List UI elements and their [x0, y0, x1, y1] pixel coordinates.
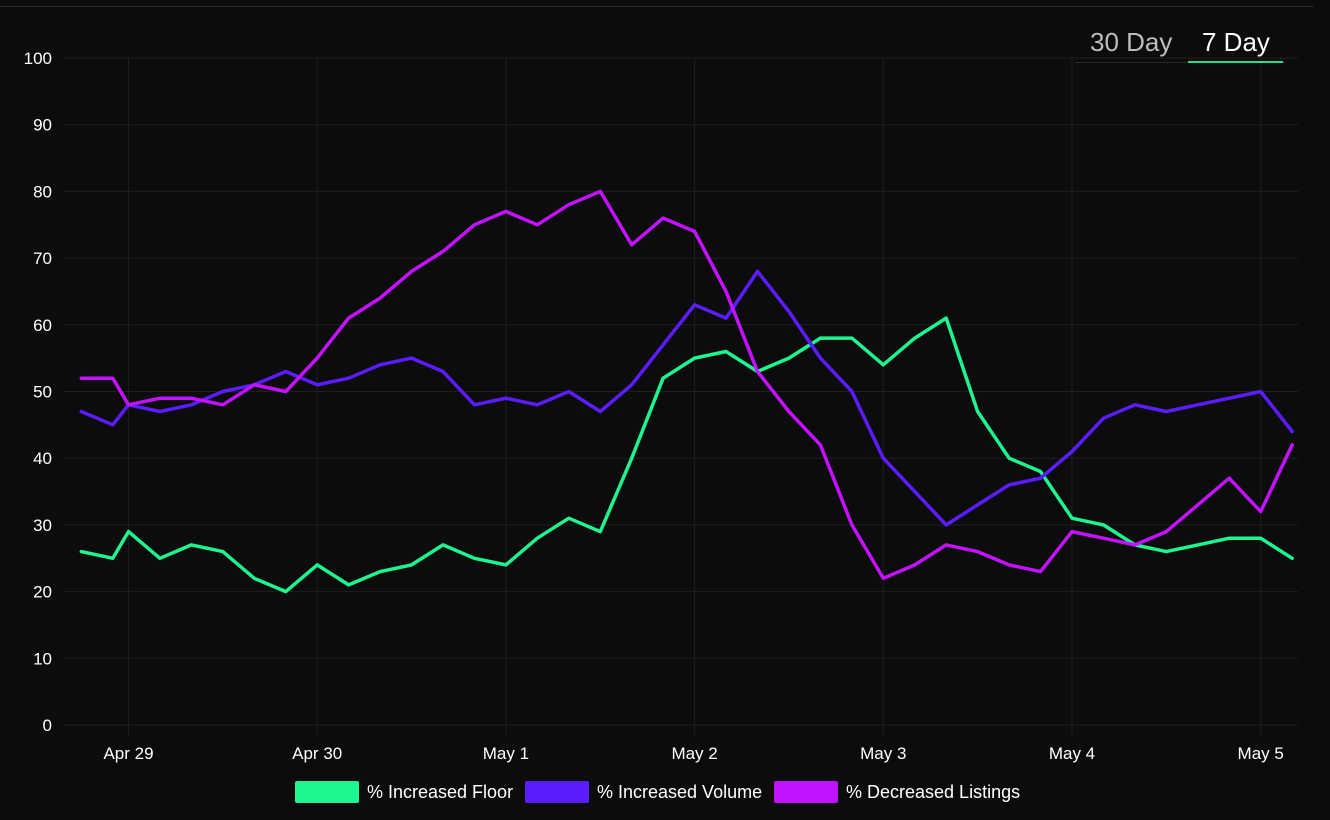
x-tick-label: May 1	[483, 744, 529, 763]
legend-label-volume: % Increased Volume	[597, 782, 763, 802]
y-axis-tick-labels: 0 10 20 30 40 50 60 70 80 90 100	[24, 49, 52, 735]
y-tick-label: 10	[33, 649, 52, 668]
x-tick-label: May 2	[671, 744, 717, 763]
series-line-listings	[79, 189, 1294, 581]
chart-legend: % Increased Floor % Increased Volume % D…	[0, 779, 1330, 805]
legend-label-listings: % Decreased Listings	[846, 782, 1021, 802]
y-tick-label: 50	[33, 383, 52, 402]
legend-label-floor: % Increased Floor	[367, 782, 514, 802]
y-tick-label: 90	[33, 116, 52, 135]
y-tick-label: 100	[24, 49, 52, 68]
tab-30-day[interactable]: 30 Day	[1090, 27, 1173, 57]
legend-swatch-listings	[774, 781, 838, 803]
y-tick-label: 40	[33, 449, 52, 468]
series-line-floor	[79, 316, 1294, 594]
range-tabs: 30 Day 7 Day	[1075, 22, 1285, 63]
series-line-volume	[79, 269, 1294, 527]
series-lines	[79, 189, 1294, 594]
x-tick-label: May 3	[860, 744, 906, 763]
legend-swatch-floor	[295, 781, 359, 803]
y-tick-label: 20	[33, 583, 52, 602]
x-tick-label: Apr 30	[292, 744, 342, 763]
y-tick-label: 0	[43, 716, 52, 735]
y-tick-label: 30	[33, 516, 52, 535]
y-tick-label: 70	[33, 249, 52, 268]
x-tick-label: Apr 29	[103, 744, 153, 763]
legend-swatch-volume	[525, 781, 589, 803]
tab-7-day[interactable]: 7 Day	[1188, 24, 1283, 63]
y-tick-label: 80	[33, 182, 52, 201]
x-tick-label: May 4	[1049, 744, 1095, 763]
x-tick-label: May 5	[1238, 744, 1284, 763]
y-tick-label: 60	[33, 316, 52, 335]
grid-lines	[63, 57, 1298, 735]
x-axis-tick-labels: Apr 29 Apr 30 May 1 May 2 May 3 May 4 May 5	[103, 744, 1283, 763]
top-divider	[0, 6, 1314, 7]
